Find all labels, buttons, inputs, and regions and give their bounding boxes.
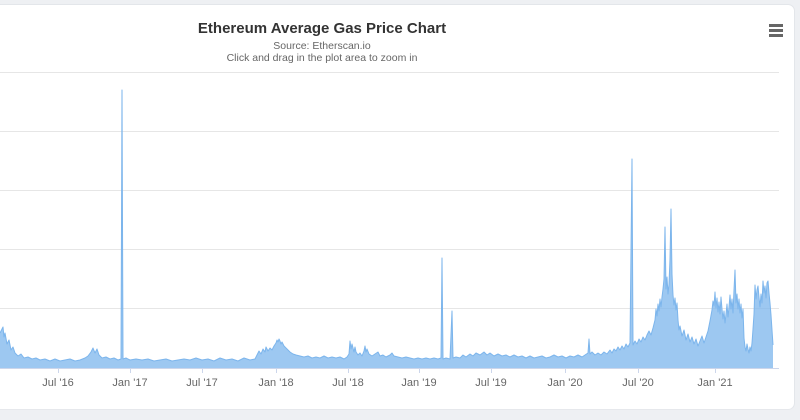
chart-title: Ethereum Average Gas Price Chart [197,20,447,37]
x-axis-label: Jul '20 [622,377,654,389]
x-axis-label: Jan '17 [112,377,148,389]
x-axis-label: Jan '20 [547,377,583,389]
x-axis-label: Jul '18 [332,377,364,389]
chart-subtitle-source: Source: Etherscan.io [273,40,371,52]
hamburger-icon [769,23,783,27]
x-axis-label: Jul '17 [186,377,218,389]
x-axis-label: Jan '19 [401,377,437,389]
chart-subtitle-hint: Click and drag in the plot area to zoom … [226,52,418,64]
x-axis-label: Jul '19 [475,377,507,389]
chart-context-menu-button[interactable] [763,18,789,42]
x-axis-label: Jan '18 [258,377,294,389]
x-axis-label: Jan '21 [697,377,733,389]
x-axis-label: Jul '16 [42,377,74,389]
